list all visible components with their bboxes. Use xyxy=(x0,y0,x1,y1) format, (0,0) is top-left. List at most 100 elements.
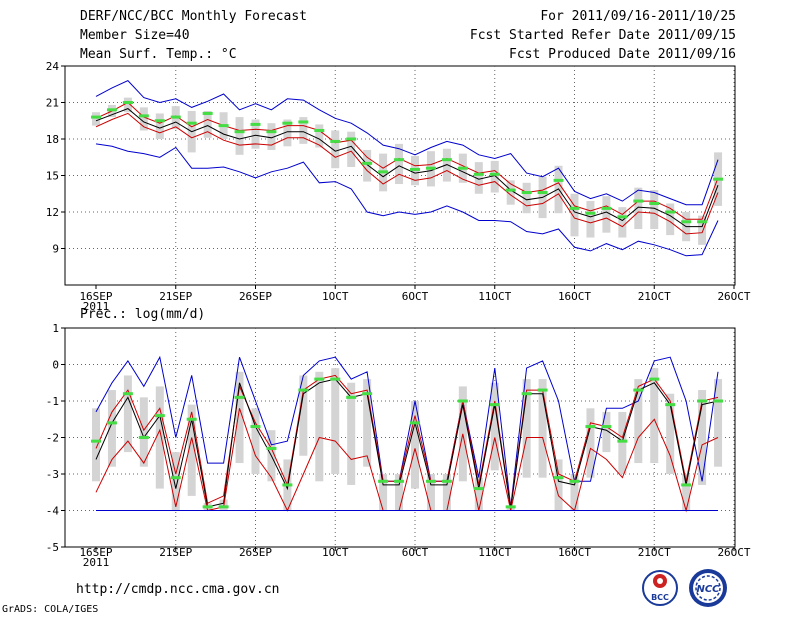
member-box xyxy=(155,386,164,489)
member-box xyxy=(123,375,132,453)
member-box xyxy=(490,160,499,193)
member-box xyxy=(235,117,244,155)
x-tick-label: 16SEP xyxy=(79,546,112,559)
member-size: Member Size=40 xyxy=(80,28,190,43)
member-box xyxy=(650,190,659,230)
member-box xyxy=(363,379,372,467)
member-box xyxy=(395,474,404,511)
member-box xyxy=(602,196,611,233)
member-box xyxy=(395,143,404,185)
x-tick-label: 26OCT xyxy=(717,546,750,559)
grads-credit: GrADS: COLA/IGES xyxy=(2,604,99,615)
member-box xyxy=(490,382,499,471)
member-box xyxy=(203,111,212,138)
x-tick-label: 16SEP xyxy=(79,290,112,303)
member-box xyxy=(586,408,595,478)
member-box xyxy=(666,393,675,474)
member-box xyxy=(299,117,308,144)
member-box xyxy=(379,474,388,511)
precipitation-panel: 1 0 -1 -2 -3 -4 -5 16SEP 21SEP 26SEP 1OCT 6OCT 11OCT… xyxy=(46,307,751,569)
member-box xyxy=(92,408,100,482)
source-url[interactable]: http://cmdp.ncc.cma.gov.cn xyxy=(76,582,280,597)
x-year-label: 2011 xyxy=(83,556,110,569)
x-tick-label: 26OCT xyxy=(717,290,750,303)
x-tick-label: 26SEP xyxy=(239,290,272,303)
x-tick-label: 21SEP xyxy=(159,546,192,559)
member-box xyxy=(123,97,132,113)
member-box xyxy=(570,474,579,511)
member-box xyxy=(315,124,324,148)
x-tick-label: 11OCT xyxy=(478,546,511,559)
y-tick-label: 24 xyxy=(46,60,60,73)
member-box xyxy=(522,379,531,478)
member-box xyxy=(299,375,308,456)
x-tick-label: 16OCT xyxy=(558,290,591,303)
member-box xyxy=(442,474,451,511)
temperature-panel: 24 21 18 15 12 9 16SEP 21SEP 26SEP 1OCT 6OCT 11OCT 1… xyxy=(46,60,751,313)
member-box xyxy=(586,201,595,238)
y-tick-label: 9 xyxy=(52,243,59,256)
member-box xyxy=(363,149,372,182)
member-box xyxy=(251,119,260,149)
member-box xyxy=(139,397,148,467)
series-line-mean xyxy=(95,108,719,228)
member-box xyxy=(538,379,547,478)
member-box xyxy=(474,477,483,511)
member-box xyxy=(602,411,611,453)
member-box xyxy=(283,119,292,147)
x-tick-label: 6OCT xyxy=(402,546,429,559)
x-year-label: 2011 xyxy=(83,300,110,313)
member-box xyxy=(411,401,419,489)
member-box xyxy=(618,207,627,238)
y-tick-label: 18 xyxy=(46,133,59,146)
member-box xyxy=(698,390,707,485)
series-line-lower xyxy=(95,112,719,235)
x-tick-label: 6OCT xyxy=(402,290,429,303)
member-box xyxy=(155,113,164,139)
forecast-period: For 2011/09/16-2011/10/25 xyxy=(540,9,736,24)
y-tick-label: -5 xyxy=(46,541,59,554)
series-line-min xyxy=(95,143,719,257)
y-tick-label: 21 xyxy=(46,97,59,110)
variable-label: Mean Surf. Temp.: °C xyxy=(80,47,237,62)
x-tick-label: 16OCT xyxy=(558,546,591,559)
y-tick-label: -3 xyxy=(46,468,59,481)
member-box xyxy=(426,474,435,511)
series-line-max xyxy=(95,355,719,507)
produced-date: Fcst Produced Date 2011/09/16 xyxy=(509,47,736,62)
x-tick-label: 26SEP xyxy=(239,546,272,559)
member-box xyxy=(698,215,707,245)
member-box xyxy=(650,368,659,464)
x-tick-label: 21OCT xyxy=(638,546,671,559)
member-box xyxy=(139,107,148,131)
x-tick-label: 21OCT xyxy=(638,290,671,303)
y-tick-label: -1 xyxy=(46,395,59,408)
x-tick-label: 11OCT xyxy=(478,290,511,303)
member-box xyxy=(331,130,340,169)
member-box xyxy=(92,112,100,126)
member-box xyxy=(315,371,324,482)
y-tick-label: 12 xyxy=(46,206,59,219)
series-line-lower xyxy=(95,408,719,513)
member-box xyxy=(107,390,116,467)
member-box xyxy=(554,459,563,511)
chart-title: DERF/NCC/BCC Monthly Forecast xyxy=(80,9,307,24)
member-box xyxy=(714,379,723,467)
member-box xyxy=(506,180,515,205)
member-box xyxy=(331,368,340,474)
panel-subtitle: Prec.: log(mm/d) xyxy=(80,307,205,322)
member-box xyxy=(235,371,244,464)
member-box xyxy=(522,182,531,214)
y-tick-label: -2 xyxy=(46,432,59,445)
x-tick-label: 21SEP xyxy=(159,290,192,303)
series-line-max xyxy=(95,79,719,206)
member-box xyxy=(187,404,196,496)
member-box xyxy=(171,452,180,511)
member-box xyxy=(634,379,643,464)
member-box xyxy=(251,408,260,474)
member-box xyxy=(267,123,276,150)
y-tick-label: -4 xyxy=(46,505,60,518)
member-box xyxy=(347,131,356,167)
series-line-upper xyxy=(95,101,719,220)
